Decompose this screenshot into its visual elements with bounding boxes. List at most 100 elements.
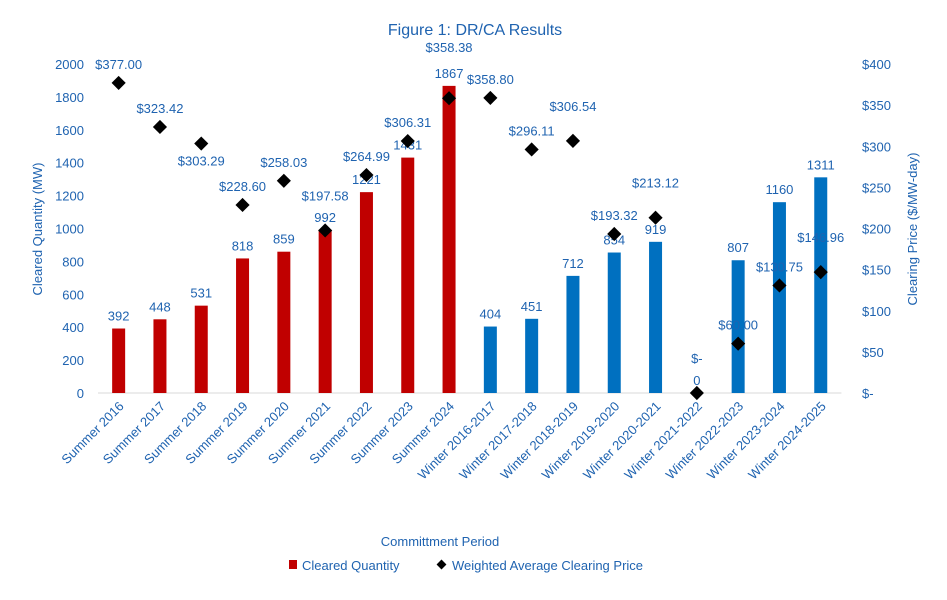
y2-tick-label: $400 — [862, 57, 891, 72]
y-tick-label: 600 — [62, 287, 84, 302]
bar — [649, 241, 663, 393]
price-label: $358.80 — [467, 72, 514, 87]
price-label: $193.32 — [591, 208, 638, 223]
y-tick-label: 800 — [62, 254, 84, 269]
bar-value-label: 1311 — [807, 157, 835, 172]
y2-tick-label: $50 — [862, 345, 884, 360]
legend-label-bar: Cleared Quantity — [302, 558, 400, 573]
legend-swatch-marker — [436, 559, 447, 570]
price-label: $197.58 — [302, 188, 349, 203]
y-tick-label: 1600 — [55, 123, 84, 138]
bar — [731, 260, 745, 393]
x-tick-label: Winter 2016-2017 — [415, 399, 499, 483]
legend-label-marker: Weighted Average Clearing Price — [452, 558, 643, 573]
bar — [153, 319, 167, 393]
price-marker — [648, 210, 663, 225]
price-marker — [441, 91, 457, 106]
bar-value-label: 818 — [232, 238, 254, 253]
price-label: $323.42 — [136, 101, 183, 116]
price-label: $306.31 — [384, 115, 431, 130]
price-label: $306.54 — [549, 99, 596, 114]
y2-tick-label: $300 — [862, 139, 891, 154]
price-label: $130.75 — [756, 259, 803, 274]
y-axis-title: Cleared Quantity (MW) — [30, 163, 45, 296]
y-tick-label: 1200 — [55, 189, 84, 204]
bar-value-label: 531 — [190, 286, 212, 301]
bar-value-label: 919 — [645, 222, 667, 237]
bar — [772, 202, 786, 393]
y-tick-label: 200 — [62, 353, 84, 368]
y2-tick-label: $150 — [862, 263, 891, 278]
x-tick-label: Winter 2019-2020 — [539, 399, 623, 483]
bar — [236, 258, 250, 393]
y-tick-label: 2000 — [55, 57, 84, 72]
legend: Cleared Quantity Weighted Average Cleari… — [289, 558, 643, 573]
bar-value-label: 1867 — [435, 66, 464, 81]
price-label: $228.60 — [219, 179, 266, 194]
price-marker — [194, 136, 209, 151]
bar-value-label: 451 — [521, 299, 543, 314]
x-tick-label: Winter 2021-2022 — [621, 399, 705, 483]
chart-title: Figure 1: DR/CA Results — [388, 22, 562, 39]
price-marker — [772, 278, 787, 293]
y-tick-label: 1000 — [55, 222, 84, 237]
bar — [194, 305, 208, 393]
price-marker — [813, 265, 828, 280]
price-marker — [111, 75, 126, 90]
price-label: $358.38 — [426, 40, 473, 55]
price-label: $213.12 — [632, 176, 679, 191]
bar — [277, 251, 291, 393]
price-label: $296.11 — [509, 123, 555, 138]
legend-swatch-bar — [289, 560, 297, 569]
bar-value-label: 859 — [273, 232, 295, 247]
price-marker — [318, 223, 333, 238]
bar-value-label: 0 — [693, 373, 700, 388]
price-label: $146.96 — [797, 230, 844, 245]
x-tick-label: Winter 2017-2018 — [456, 399, 540, 483]
bar — [566, 275, 580, 393]
y2-tick-label: $100 — [862, 304, 891, 319]
bar — [318, 229, 332, 393]
x-tick-label: Winter 2018-2019 — [497, 399, 581, 483]
price-label: $264.99 — [343, 149, 390, 164]
y-tick-label: 1800 — [55, 90, 84, 105]
x-tick-label: Winter 2024-2025 — [745, 399, 829, 483]
price-marker — [359, 167, 374, 183]
bar — [442, 85, 456, 393]
y2-tick-label: $350 — [862, 98, 891, 113]
y2-axis-title: Clearing Price ($/MW-day) — [905, 153, 920, 306]
price-marker — [731, 336, 746, 351]
bar-value-label: 404 — [479, 307, 501, 322]
bar — [359, 192, 373, 393]
price-marker — [607, 226, 622, 242]
price-label: $258.03 — [260, 155, 307, 170]
bar — [607, 252, 621, 393]
bar — [112, 328, 126, 393]
bar — [401, 157, 415, 393]
price-marker — [565, 133, 581, 148]
price-label: $377.00 — [95, 57, 142, 72]
x-tick-label: Winter 2020-2021 — [580, 399, 664, 483]
price-marker — [276, 173, 291, 188]
bar-value-label: 1160 — [765, 182, 793, 197]
bar-value-label: 807 — [727, 240, 749, 255]
y-tick-label: 1400 — [55, 156, 84, 171]
y-tick-label: 400 — [62, 320, 84, 335]
bar-value-label: 392 — [108, 309, 130, 324]
x-tick-label: Winter 2022-2023 — [663, 399, 747, 483]
y2-tick-label: $- — [862, 386, 874, 401]
y-tick-label: 0 — [77, 386, 84, 401]
y2-tick-label: $200 — [862, 222, 891, 237]
price-marker — [483, 90, 498, 105]
price-label: $60.00 — [718, 318, 758, 333]
price-label: $- — [691, 351, 703, 366]
x-axis-title: Committment Period — [381, 534, 499, 549]
price-label: $303.29 — [178, 154, 225, 169]
price-marker — [400, 133, 415, 149]
price-marker — [689, 385, 704, 401]
price-marker — [235, 197, 250, 213]
price-marker — [152, 119, 168, 135]
bar-value-label: 992 — [314, 210, 336, 225]
